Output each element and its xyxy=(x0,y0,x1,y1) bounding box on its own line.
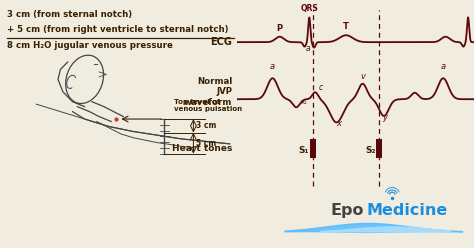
Text: x₁: x₁ xyxy=(301,99,308,105)
Text: Top level of
venous pulsation: Top level of venous pulsation xyxy=(174,99,242,112)
Text: a: a xyxy=(441,62,446,71)
Text: ECG: ECG xyxy=(210,37,232,47)
Text: T: T xyxy=(343,22,349,31)
Text: 3 cm (from sternal notch): 3 cm (from sternal notch) xyxy=(7,10,132,19)
Bar xyxy=(310,139,316,158)
Text: S₁: S₁ xyxy=(299,146,309,155)
Bar xyxy=(376,139,382,158)
Text: 8 cm H₂O jugular venous pressure: 8 cm H₂O jugular venous pressure xyxy=(7,41,173,50)
Text: QRS: QRS xyxy=(301,4,318,13)
Text: a: a xyxy=(270,62,275,71)
Text: v: v xyxy=(360,72,365,81)
Text: S₂: S₂ xyxy=(365,146,375,155)
Text: + 5 cm (from right ventricle to sternal notch): + 5 cm (from right ventricle to sternal … xyxy=(7,25,229,34)
Text: c: c xyxy=(319,83,323,92)
Text: Medicine: Medicine xyxy=(366,203,447,218)
Text: P: P xyxy=(277,24,283,33)
Text: a: a xyxy=(306,44,310,53)
Text: 5 cm: 5 cm xyxy=(196,139,216,148)
Text: 3 cm: 3 cm xyxy=(196,121,216,130)
Text: y: y xyxy=(383,113,388,122)
Text: Heart tones: Heart tones xyxy=(172,144,232,153)
Text: Normal
JVP
waveform: Normal JVP waveform xyxy=(184,77,232,107)
Text: x: x xyxy=(337,120,341,128)
Text: Epo: Epo xyxy=(330,203,364,218)
